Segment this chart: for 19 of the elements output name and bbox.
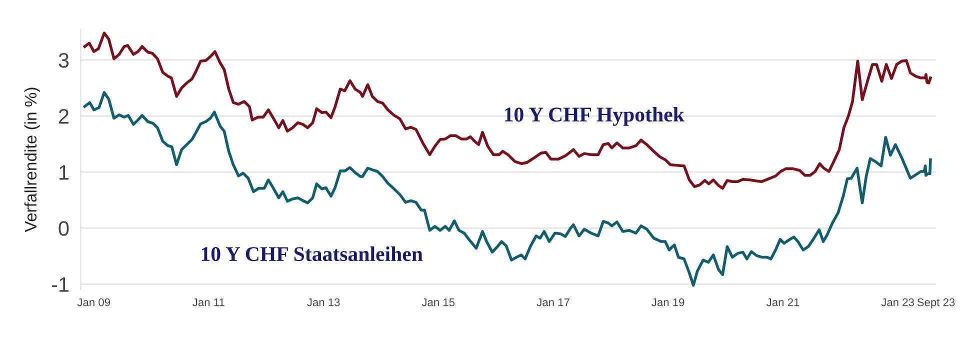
series-label: 10 Y CHF Hypothek (504, 106, 684, 126)
x-tick-label: Jan 19 (652, 298, 684, 306)
x-tick-label: Jan 17 (536, 298, 570, 306)
x-tick-label: Jan 23 (881, 298, 914, 306)
y-tick-label: 3 (58, 52, 69, 68)
x-tick-label: Jan 09 (77, 298, 110, 306)
x-tick-label: Jan 13 (307, 298, 340, 306)
series-label: 10 Y CHF Staatsanleihen (202, 246, 423, 262)
y-tick-label: 1 (60, 165, 69, 180)
y-tick-label: -1 (52, 277, 69, 292)
x-tick-label: Sept 23 (917, 298, 955, 308)
y-axis-title: Verfallrendite (in %) (24, 88, 40, 232)
line-series (83, 91, 932, 287)
x-tick-label: Jan 11 (192, 298, 224, 306)
x-tick-label: Jan 21 (766, 298, 800, 306)
x-tick-label: Jan 15 (422, 298, 455, 306)
line-series (83, 32, 932, 190)
y-tick-label: 0 (58, 221, 69, 236)
y-tick-label: 2 (58, 109, 68, 124)
